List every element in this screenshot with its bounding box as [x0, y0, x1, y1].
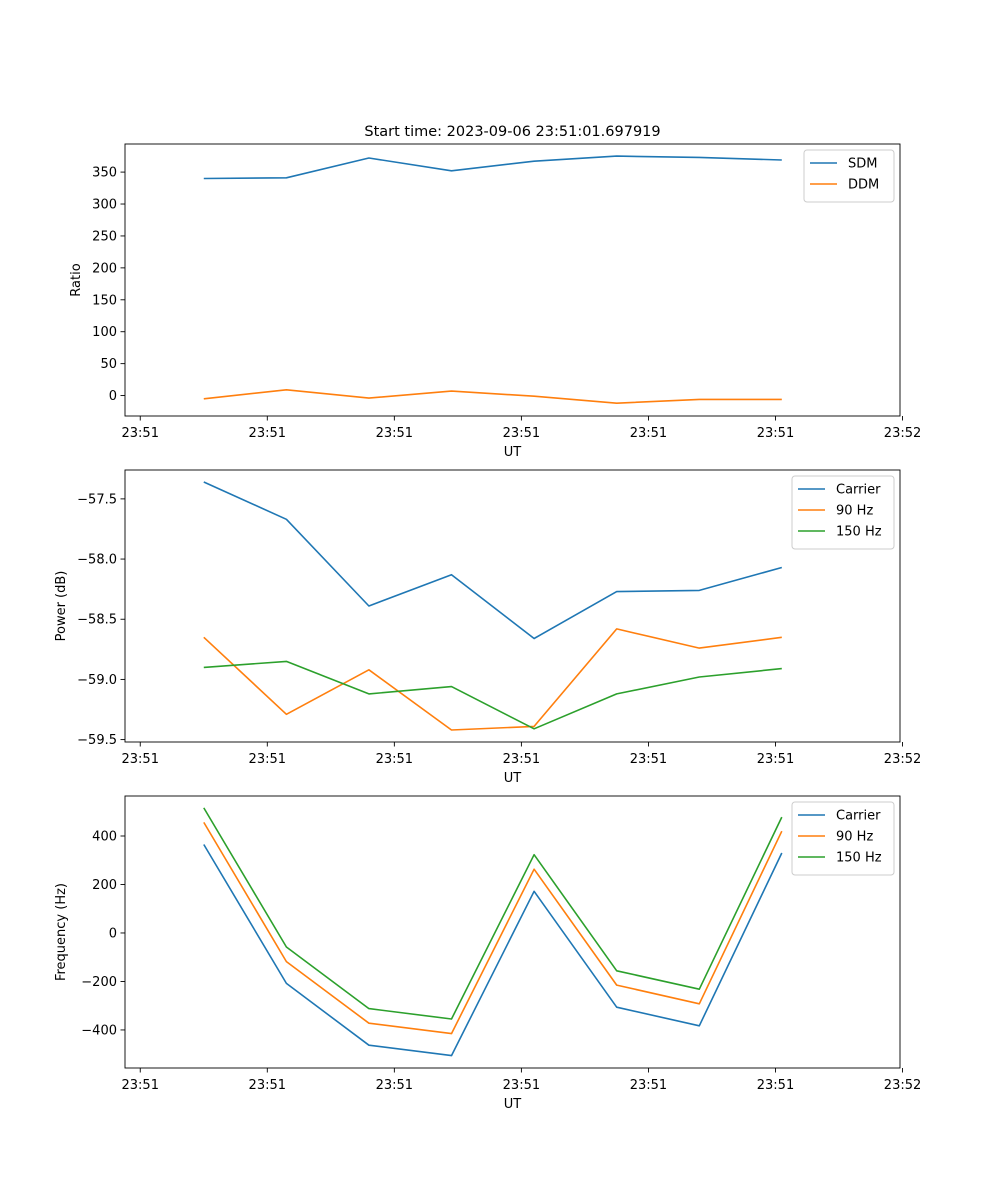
y-tick-label: −57.5	[77, 492, 117, 507]
axes-frame	[124, 795, 901, 1069]
chart-2: 23:51 23:51 23:51 23:51 23:51 23:51 23:52 UT −59…	[54, 469, 921, 786]
x-tick-label: 23:52	[884, 1078, 921, 1093]
y-tick-label: −400	[81, 1023, 117, 1038]
x-tick-label: 23:51	[503, 752, 540, 767]
y-tick-label: 50	[100, 357, 117, 372]
legend-label: 150 Hz	[836, 525, 882, 540]
x-tick-label: 23:51	[757, 1078, 794, 1093]
legend: Carrier 90 Hz 150 Hz	[791, 475, 895, 550]
series-line-2	[203, 821, 783, 1035]
y-tick-label: 0	[109, 389, 117, 404]
series-line-2	[203, 388, 782, 405]
x-tick-label: 23:51	[503, 426, 540, 441]
x-axis-label: UT	[504, 1097, 522, 1112]
y-axis-label: Power (dB)	[54, 571, 69, 642]
legend-label: 90 Hz	[836, 830, 873, 845]
y-tick-label: 250	[92, 229, 117, 244]
y-tick-label: 350	[92, 166, 117, 181]
y-tick-label: 200	[92, 878, 117, 893]
x-tick-label: 23:51	[249, 1078, 286, 1093]
x-tick-label: 23:51	[249, 752, 286, 767]
y-tick-label: −58.0	[77, 553, 117, 568]
y-tick-label: 150	[92, 293, 117, 308]
chart-3: 23:51 23:51 23:51 23:51 23:51 23:51 23:52 UT −40…	[54, 795, 921, 1112]
legend-label: SDM	[848, 157, 877, 172]
legend-label: Carrier	[836, 809, 881, 824]
x-tick-label: 23:51	[376, 752, 413, 767]
x-axis-label: UT	[504, 771, 522, 786]
x-tick-label: 23:51	[630, 1078, 667, 1093]
y-tick-label: 0	[109, 926, 117, 941]
y-tick-label: −59.5	[77, 733, 117, 748]
x-tick-label: 23:51	[503, 1078, 540, 1093]
series-line-1	[203, 155, 782, 180]
x-tick-label: 23:51	[630, 426, 667, 441]
series-line-3	[203, 807, 783, 1020]
legend: Carrier 90 Hz 150 Hz	[791, 801, 895, 876]
legend-label: DDM	[848, 178, 879, 193]
series-line-3	[203, 660, 782, 730]
y-tick-label: −58.5	[77, 613, 117, 628]
x-axis-label: UT	[504, 445, 522, 460]
y-tick-label: 300	[92, 198, 117, 213]
x-tick-label: 23:51	[249, 426, 286, 441]
series-line-2	[203, 628, 782, 731]
y-axis-label: Ratio	[69, 263, 84, 296]
series-line-1	[203, 844, 783, 1057]
legend-label: 90 Hz	[836, 504, 873, 519]
x-tick-label: 23:51	[376, 426, 413, 441]
y-tick-label: −59.0	[77, 673, 117, 688]
y-tick-label: −200	[81, 975, 117, 990]
series-line-1	[203, 481, 783, 640]
x-tick-label: 23:51	[122, 1078, 159, 1093]
x-tick-label: 23:51	[757, 752, 794, 767]
x-tick-label: 23:51	[630, 752, 667, 767]
y-tick-label: 100	[92, 325, 117, 340]
axes-frame	[124, 143, 901, 417]
x-tick-label: 23:52	[884, 426, 921, 441]
y-axis-label: Frequency (Hz)	[54, 883, 69, 981]
x-tick-label: 23:51	[122, 752, 159, 767]
chart-title: Start time: 2023-09-06 23:51:01.697919	[364, 124, 660, 140]
axes-frame	[124, 469, 901, 743]
legend-label: 150 Hz	[836, 851, 882, 866]
y-tick-label: 200	[92, 261, 117, 276]
x-tick-label: 23:52	[884, 752, 921, 767]
x-tick-label: 23:51	[122, 426, 159, 441]
x-tick-label: 23:51	[757, 426, 794, 441]
chart-1: Start time: 2023-09-06 23:51:01.697919 23…	[69, 124, 921, 460]
y-tick-label: 400	[92, 830, 117, 845]
legend-label: Carrier	[836, 483, 881, 498]
legend: SDM DDM	[803, 149, 895, 203]
x-tick-label: 23:51	[376, 1078, 413, 1093]
